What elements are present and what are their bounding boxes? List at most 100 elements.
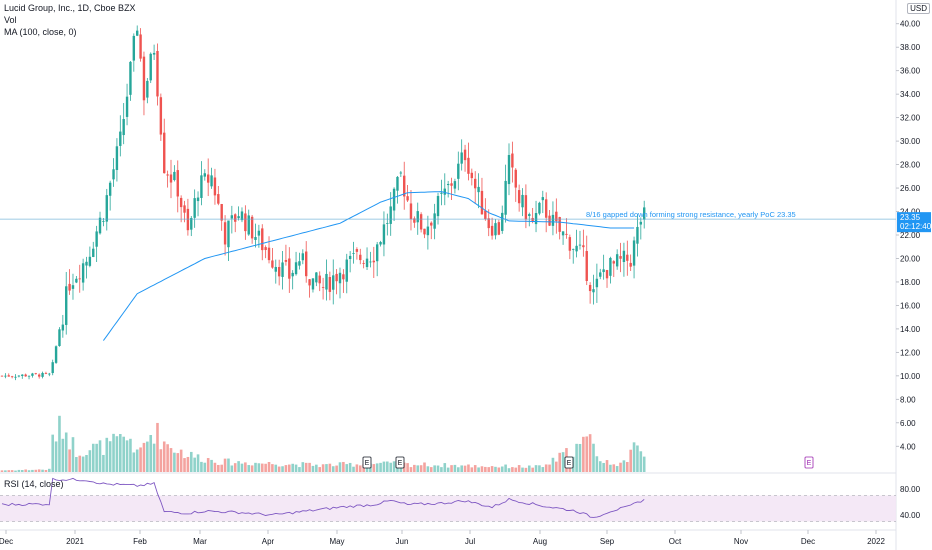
candle-body <box>524 195 528 220</box>
volume-bar <box>81 456 85 472</box>
candle-body <box>450 183 453 186</box>
volume-bar <box>365 466 369 472</box>
volume-bar <box>436 465 440 472</box>
candle-body <box>501 212 504 231</box>
candle-body <box>41 372 44 377</box>
candle-body <box>470 172 474 179</box>
volume-bar <box>463 465 467 472</box>
candle-body <box>247 215 250 235</box>
volume-bar <box>240 463 244 472</box>
candle-body <box>210 175 213 187</box>
candle-body <box>345 259 348 282</box>
volume-bar <box>588 434 592 472</box>
volume-bar <box>494 466 497 472</box>
volume-bar <box>247 465 251 472</box>
candle-body <box>426 226 430 236</box>
volume-bar <box>446 467 450 472</box>
volume-bar <box>271 464 274 472</box>
volume-bar <box>146 441 149 472</box>
ma-legend[interactable]: MA (100, close, 0) <box>4 27 77 37</box>
candle-body <box>92 248 95 257</box>
candle-body <box>602 269 605 273</box>
volume-bar <box>260 463 264 472</box>
candle-body <box>183 205 186 213</box>
volume-bar <box>230 465 234 472</box>
volume-bar <box>58 415 61 472</box>
candle-body <box>237 216 240 219</box>
volume-bar <box>10 470 14 472</box>
volume-bar <box>534 465 538 472</box>
rsi-pane <box>0 477 896 522</box>
volume-bar <box>88 450 92 472</box>
volume-bar <box>497 467 501 472</box>
candle-body <box>88 256 92 266</box>
candle-body <box>264 247 267 250</box>
volume-bar <box>31 469 34 472</box>
candle-body <box>186 208 190 231</box>
earnings-marker: E <box>398 460 403 467</box>
volume-bar <box>453 464 457 472</box>
candle-body <box>61 324 65 331</box>
volume-bar <box>585 436 589 472</box>
volume-bar <box>200 461 203 472</box>
symbol-legend[interactable]: Lucid Group, Inc., 1D, Cboe BZX <box>4 3 136 13</box>
candle-body <box>17 375 21 377</box>
rsi-legend[interactable]: RSI (14, close) <box>4 479 64 489</box>
volume-bar <box>237 461 240 472</box>
volume-bar <box>281 466 284 472</box>
earnings-marker: E <box>807 460 812 467</box>
currency-badge[interactable]: USD <box>907 3 930 14</box>
volume-bar <box>409 467 413 472</box>
volume-bar <box>538 465 541 472</box>
volume-bar <box>487 467 491 472</box>
candle-body <box>379 241 382 245</box>
candle-body <box>551 214 555 226</box>
x-tick-label: Feb <box>133 537 147 546</box>
candle-body <box>484 210 487 220</box>
volume-bar <box>189 451 193 472</box>
volume-bar <box>27 470 31 472</box>
earnings-marker-box <box>564 456 574 469</box>
candle-body <box>504 180 507 215</box>
volume-bar <box>396 465 399 472</box>
candle-body <box>487 218 490 229</box>
volume-bar <box>122 436 125 472</box>
candle-body <box>494 223 497 236</box>
y-tick-label: 22.00 <box>900 231 921 240</box>
candle-body <box>643 207 646 220</box>
volume-bar <box>315 464 318 472</box>
y-tick-label: 38.00 <box>900 43 921 52</box>
candle-body <box>281 262 284 277</box>
volume-bar <box>68 449 71 472</box>
candle-body <box>595 278 599 288</box>
volume-bar <box>375 463 379 472</box>
volume-bar <box>541 467 545 472</box>
candle-body <box>433 213 436 229</box>
volume-bar <box>639 451 643 472</box>
candle-body <box>544 199 548 218</box>
volume-bar <box>20 470 24 472</box>
candle-body <box>284 259 288 262</box>
candle-body <box>81 263 85 283</box>
candle-body <box>254 237 257 240</box>
volume-bar <box>457 467 460 472</box>
candle-body <box>521 194 524 208</box>
earnings-marker: E <box>567 460 572 467</box>
candle-body <box>446 183 450 186</box>
volume-bar <box>642 456 646 472</box>
volume-bar <box>551 457 555 472</box>
volume-bar <box>250 465 254 472</box>
volume-bar <box>254 462 257 472</box>
volume-legend[interactable]: Vol <box>4 15 17 25</box>
candle-body <box>416 211 419 223</box>
volume-bar <box>166 444 169 472</box>
volume-bar <box>548 464 551 472</box>
volume-bar <box>517 465 521 472</box>
volume-bar <box>440 467 443 472</box>
volume-bar <box>152 443 156 472</box>
candle-body <box>37 374 41 377</box>
candle-body <box>75 278 78 283</box>
volume-bar <box>301 462 305 472</box>
candle-body <box>220 204 223 221</box>
annotations: 8/16 gapped down forming strong resistan… <box>0 210 932 469</box>
